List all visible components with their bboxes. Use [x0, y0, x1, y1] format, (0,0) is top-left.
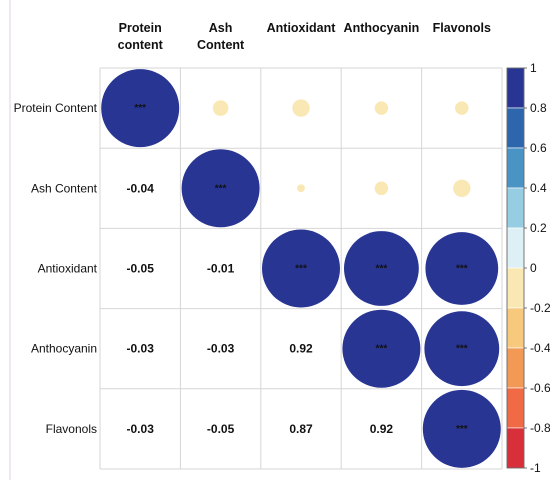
- corr-circle-flavonols-flavonols: [422, 389, 501, 468]
- correlation-cells: *** -0.04 *** -0.05 -0.01 *** *** *** -0.03 -0.03…: [101, 69, 501, 468]
- colorbar-tick-label: 0.2: [530, 221, 547, 235]
- corr-circle-protein-content-anthocyanin: [374, 101, 389, 115]
- row-header-ash-content: Ash Content: [31, 181, 98, 195]
- corr-circle-protein-content-antioxidant: [292, 99, 310, 117]
- corr-circle-antioxidant-anthocyanin: [343, 231, 419, 306]
- significance-stars: ***: [215, 183, 227, 194]
- column-header-anthocyanin: Anthocyanin: [344, 21, 420, 35]
- corr-circle-ash-content-anthocyanin: [374, 181, 389, 196]
- significance-stars: ***: [376, 344, 388, 355]
- corr-value-antioxidant-protein-content: -0.05: [127, 262, 155, 276]
- corr-value-flavonols-ash-content: -0.05: [207, 422, 235, 436]
- colorbar-bin-0-4-to-0-6: [506, 147, 525, 189]
- colorbar-bin-0-2-to-0-4: [506, 187, 525, 229]
- colorbar-bin-0-8-to-1: [506, 67, 525, 109]
- colorbar-tick-label: 1: [530, 61, 537, 75]
- column-header-ash-content: Ash: [209, 21, 233, 35]
- corr-circle-anthocyanin-flavonols: [424, 311, 500, 387]
- grid-lines: [9, 0, 503, 480]
- corr-value-flavonols-anthocyanin: 0.92: [370, 422, 394, 436]
- colorbar-bin-0-6-to-0-4: [506, 347, 525, 389]
- corr-value-anthocyanin-ash-content: -0.03: [207, 342, 235, 356]
- corr-circle-ash-content-ash-content: [181, 149, 260, 228]
- column-header-ash-content: Content: [197, 38, 245, 52]
- corr-circle-protein-content-protein-content: [101, 69, 180, 148]
- corr-circle-antioxidant-antioxidant: [262, 229, 340, 308]
- significance-stars: ***: [376, 264, 388, 275]
- corr-value-anthocyanin-protein-content: -0.03: [127, 342, 155, 356]
- colorbar-tick-label: -0.2: [530, 301, 550, 315]
- colorbar-tick-label: -0.6: [530, 381, 550, 395]
- colorbar-bin-0-to-0-2: [506, 227, 525, 269]
- column-headers: Protein content Ash Content Antioxidant Antho…: [118, 21, 491, 52]
- colorbar-tick-label: -0.8: [530, 421, 550, 435]
- colorbar-bin-0-2-to-0: [506, 267, 525, 309]
- column-header-antioxidant: Antioxidant: [267, 21, 337, 35]
- column-header-flavonols: Flavonols: [433, 21, 491, 35]
- corr-circle-ash-content-flavonols: [453, 179, 471, 198]
- corr-circle-ash-content-antioxidant: [297, 184, 305, 193]
- corr-circle-anthocyanin-anthocyanin: [342, 309, 421, 388]
- colorbar-tick-label: 0.8: [530, 101, 547, 115]
- colorbar: 1 0.8 0.6 0.4 0.2 0 -0.2 -0.4 -0.6 -0.8 -1: [506, 61, 550, 475]
- significance-stars: ***: [456, 424, 468, 435]
- row-header-flavonols: Flavonols: [46, 422, 97, 436]
- colorbar-tick-label: -0.4: [530, 341, 550, 355]
- row-headers: Protein Content Ash Content Antioxidant Ant…: [14, 101, 98, 436]
- colorbar-tick-label: 0: [530, 261, 537, 275]
- colorbar-tick-label: 0.6: [530, 141, 547, 155]
- significance-stars: ***: [456, 264, 468, 275]
- row-header-protein-content: Protein Content: [14, 101, 98, 115]
- corr-circle-protein-content-ash-content: [212, 100, 229, 116]
- colorbar-tick-label: -1: [530, 461, 541, 475]
- row-header-antioxidant: Antioxidant: [38, 262, 98, 276]
- corr-value-flavonols-protein-content: -0.03: [127, 422, 155, 436]
- corr-value-flavonols-antioxidant: 0.87: [289, 422, 313, 436]
- significance-stars: ***: [456, 344, 468, 355]
- colorbar-bin-0-8-to-0-6: [506, 387, 525, 429]
- corr-value-antioxidant-ash-content: -0.01: [207, 262, 235, 276]
- significance-stars: ***: [295, 264, 307, 275]
- corr-circle-protein-content-flavonols: [455, 101, 469, 115]
- column-header-protein-content: Protein: [119, 21, 162, 35]
- colorbar-bin-0-6-to-0-8: [506, 107, 525, 149]
- corr-circle-antioxidant-flavonols: [425, 232, 499, 305]
- column-header-protein-content: content: [118, 38, 164, 52]
- colorbar-tick-label: 0.4: [530, 181, 547, 195]
- corr-value-ash-content-protein-content: -0.04: [127, 181, 155, 195]
- significance-stars: ***: [134, 103, 146, 114]
- colorbar-bin-0-4-to-0-2: [506, 307, 525, 349]
- colorbar-bin-1-to-0-8: [506, 427, 525, 469]
- row-header-anthocyanin: Anthocyanin: [31, 342, 97, 356]
- corr-value-anthocyanin-antioxidant: 0.92: [289, 342, 313, 356]
